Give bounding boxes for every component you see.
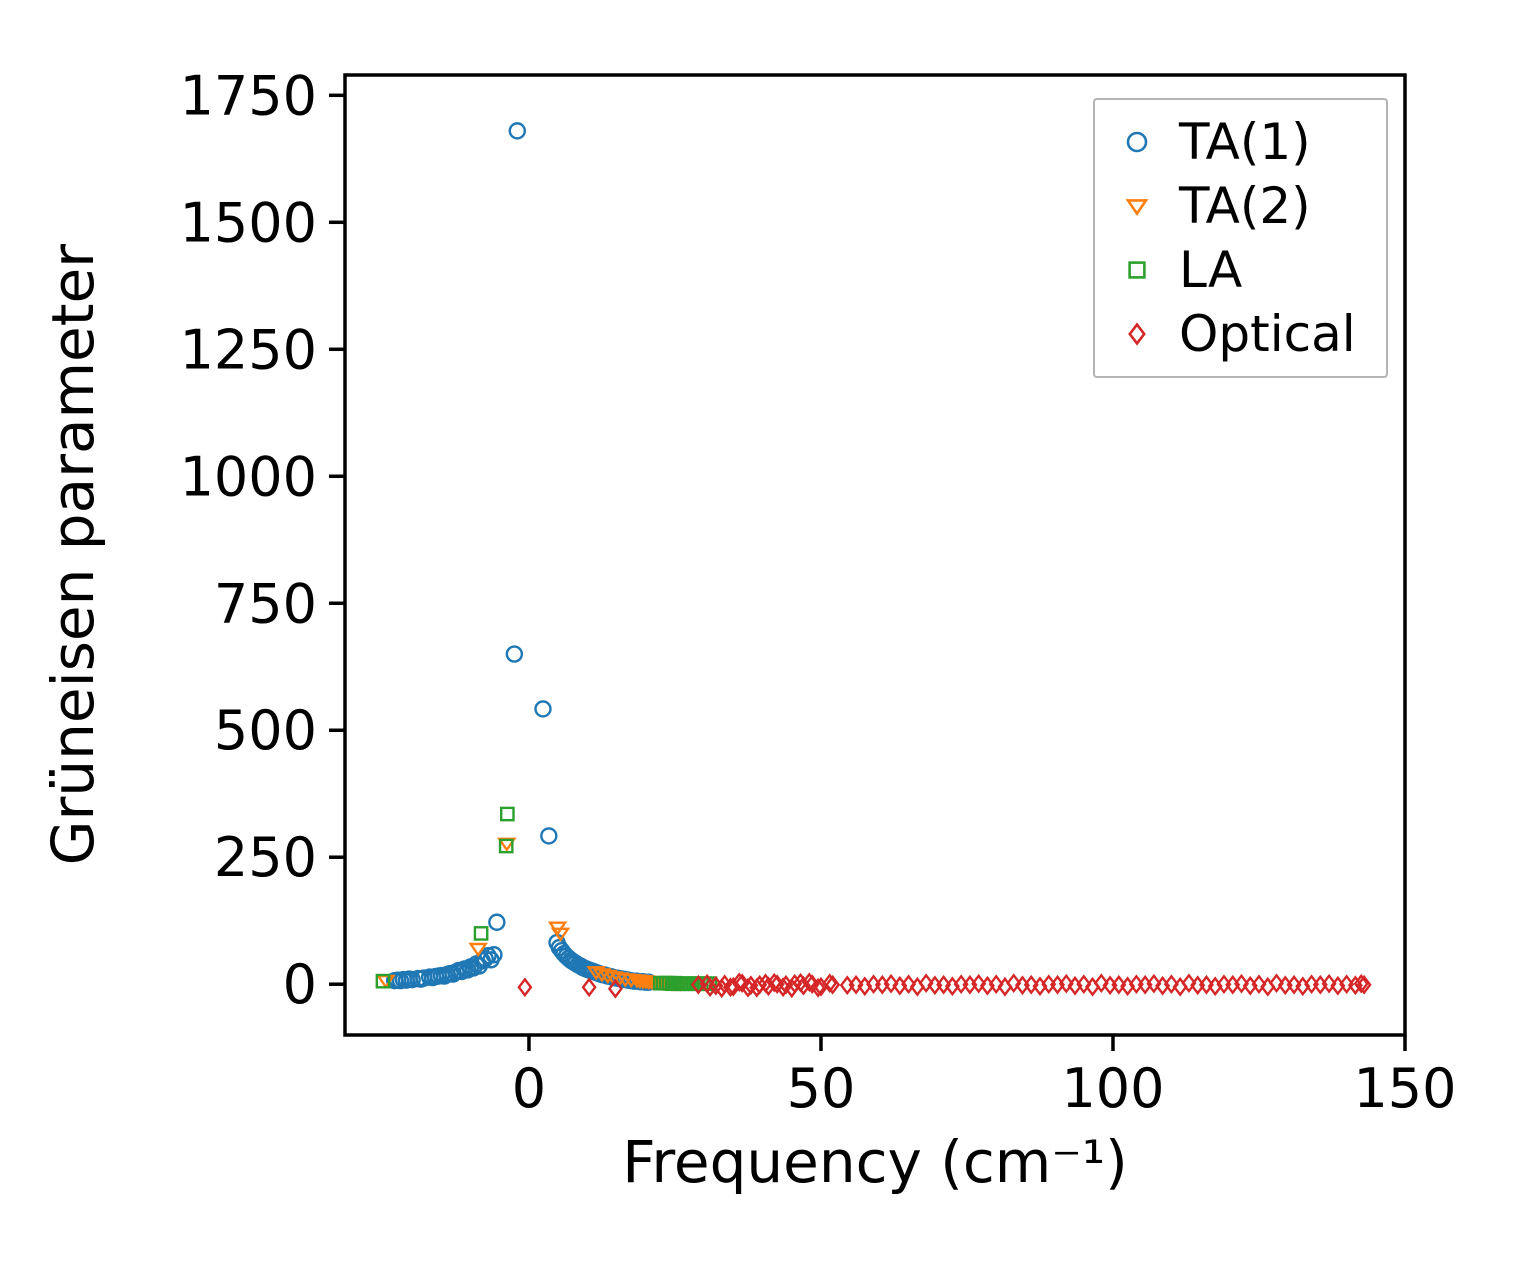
diamond-marker: [1356, 974, 1372, 995]
triangle-down-marker: [592, 968, 612, 983]
circle-legend-icon: [1126, 131, 1148, 153]
circle-marker: [508, 122, 526, 140]
triangle-down-marker: [586, 966, 606, 981]
x-tick-label: 150: [1353, 1057, 1456, 1120]
series-Optical: [517, 972, 1372, 999]
legend-label: LA: [1179, 241, 1243, 299]
square-legend-icon: [1128, 261, 1146, 279]
series-LA: [375, 806, 718, 992]
diamond-marker: [1093, 973, 1109, 994]
circle-marker: [476, 950, 494, 968]
y-tick-label: 500: [214, 699, 317, 762]
series-TA(2): [376, 837, 691, 992]
circle-marker: [488, 913, 506, 931]
diamond-marker: [988, 974, 1004, 995]
y-tick-label: 1250: [180, 318, 317, 381]
diamond-marker: [731, 972, 747, 993]
axes-box: [343, 73, 1407, 1037]
legend-label: TA(2): [1179, 177, 1311, 235]
x-tick-label: 100: [1061, 1057, 1164, 1120]
diamond-marker: [936, 974, 952, 995]
y-tick-label: 250: [214, 826, 317, 889]
x-tick-label: 50: [787, 1057, 856, 1120]
square-marker: [1128, 261, 1146, 279]
diamond-marker: [1128, 322, 1146, 346]
x-axis-label: Frequency (cm⁻¹): [622, 1128, 1128, 1196]
diamond-marker: [1286, 974, 1302, 995]
diamond-marker: [787, 973, 803, 994]
diamond-marker: [1181, 973, 1197, 994]
diamond-marker: [1146, 973, 1162, 994]
diamond-marker: [1076, 974, 1092, 995]
circle-marker: [479, 947, 497, 965]
diamond-marker: [607, 978, 623, 999]
legend-label: Optical: [1179, 305, 1356, 363]
legend-entry: TA(2): [1115, 174, 1356, 238]
circle-marker: [403, 970, 421, 989]
diamond-marker: [1198, 974, 1214, 995]
diamond-marker: [822, 973, 838, 994]
legend-entry: TA(1): [1115, 110, 1356, 174]
square-marker: [500, 806, 515, 822]
diamond-marker: [883, 973, 899, 994]
diamond-marker: [918, 973, 934, 994]
diamond-marker: [1023, 974, 1039, 995]
diamond-marker: [810, 977, 826, 998]
y-axis-label: Grüneisen parameter: [39, 244, 107, 866]
diamond-marker: [901, 974, 917, 995]
triangle-down-marker: [468, 942, 488, 958]
circle-marker: [540, 827, 558, 845]
diamond-marker: [752, 974, 768, 995]
diamond-marker: [1111, 974, 1127, 995]
series-TA(1): [385, 122, 658, 991]
y-tick-label: 1000: [180, 445, 317, 508]
y-tick-label: 0: [283, 953, 317, 1016]
y-tick-label: 1750: [180, 64, 317, 127]
diamond-marker: [581, 977, 597, 998]
circle-marker: [534, 700, 552, 718]
diamond-marker: [1353, 973, 1369, 994]
diamond-marker: [848, 974, 864, 995]
diamond-marker: [1321, 973, 1337, 994]
diamond-legend-icon: [1128, 322, 1146, 346]
diamond-marker: [1006, 973, 1022, 994]
square-marker: [498, 838, 514, 854]
triangle-down-legend-icon: [1125, 199, 1149, 216]
legend-entry: LA: [1115, 238, 1356, 302]
x-tick-label: 0: [512, 1057, 546, 1120]
diamond-marker: [1163, 974, 1179, 995]
legend-label: TA(1): [1179, 113, 1311, 171]
series-layer: [375, 122, 1372, 999]
legend: TA(1) TA(2) LA Optical: [1093, 98, 1388, 378]
diamond-marker: [1058, 973, 1074, 994]
diamond-marker: [1269, 973, 1285, 994]
y-tick-label: 750: [214, 572, 317, 635]
square-marker: [375, 973, 391, 989]
circle-marker: [1126, 131, 1148, 153]
legend-entry: Optical: [1115, 302, 1356, 366]
diamond-marker: [517, 977, 533, 998]
triangle-down-marker: [550, 927, 571, 942]
triangle-down-marker: [1125, 199, 1149, 216]
circle-marker: [485, 946, 503, 964]
triangle-down-marker: [598, 969, 618, 985]
diamond-marker: [1251, 974, 1267, 995]
diamond-marker: [702, 977, 718, 998]
diamond-marker: [825, 974, 841, 995]
diamond-marker: [1339, 974, 1355, 995]
diamond-marker: [766, 972, 782, 993]
diamond-marker: [971, 973, 987, 994]
circle-marker: [505, 645, 524, 663]
y-axis-label-container: Grüneisen parameter: [28, 75, 118, 1035]
y-tick-label: 1500: [180, 191, 317, 254]
square-marker: [473, 926, 489, 941]
diamond-marker: [1233, 973, 1249, 994]
